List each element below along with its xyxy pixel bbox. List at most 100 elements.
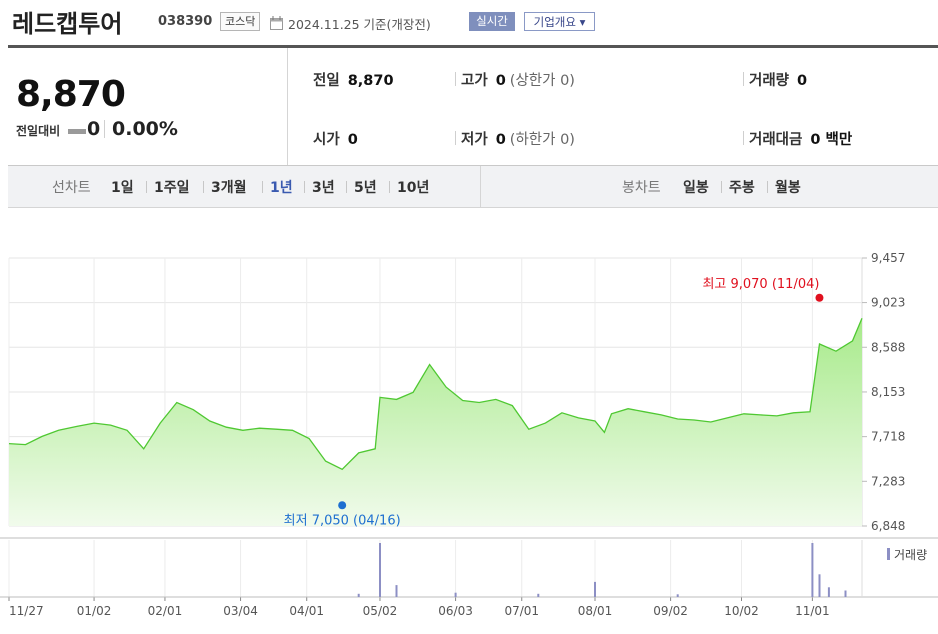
high-stat: 고가 0 (상한가 0)	[461, 69, 575, 90]
realtime-button[interactable]: 실시간	[469, 12, 515, 31]
open-label: 시가	[313, 132, 340, 148]
volume-bar	[676, 594, 679, 597]
volume-legend-label: 거래량	[894, 548, 927, 562]
tab-separator	[346, 181, 347, 193]
trade-amount-value: 0 백만	[810, 132, 853, 148]
prev-close-stat: 전일 8,870	[313, 69, 394, 90]
y-tick-label: 8,588	[871, 340, 905, 354]
volume-value: 0	[797, 73, 808, 89]
x-tick-label: 11/01	[795, 604, 830, 618]
high-value: 0	[495, 73, 506, 89]
max-label: 최고 9,070 (11/04)	[702, 277, 819, 292]
min-marker	[338, 501, 347, 510]
volume-stat: 거래량 0	[749, 69, 807, 90]
x-tick-label: 06/03	[438, 604, 473, 618]
stock-header: 레드캡투어 038390 코스닥 2024.11.25 기준(개장전) 실시간 …	[0, 0, 938, 48]
chart-period-tabs: 선차트 1일 1주일 3개월 1년 3년 5년 10년 봉차트 일봉 주봉 월봉	[8, 166, 938, 208]
no-change-icon	[68, 129, 86, 134]
volume-bar	[844, 590, 847, 597]
volume-bar	[537, 593, 540, 597]
tab-separator	[721, 181, 722, 193]
max-marker	[815, 293, 824, 302]
x-tick-label: 05/02	[363, 604, 398, 618]
tab-candle-monthly[interactable]: 월봉	[775, 180, 801, 196]
volume-legend-swatch	[887, 548, 890, 560]
x-tick-label: 07/01	[504, 604, 539, 618]
y-tick-label: 9,023	[871, 296, 905, 310]
x-tick-label: 03/04	[223, 604, 258, 618]
current-price-box: 8,870 전일대비 0 0.00%	[8, 48, 288, 165]
open-stat: 시가 0	[313, 128, 358, 149]
high-label: 고가	[461, 73, 488, 89]
y-tick-label: 8,153	[871, 385, 905, 399]
y-tick-label: 6,848	[871, 519, 905, 533]
tab-separator	[767, 181, 768, 193]
tab-separator	[389, 181, 390, 193]
tab-period-3m[interactable]: 3개월	[211, 180, 247, 196]
tab-separator	[262, 181, 263, 193]
candle-chart-label: 봉차트	[622, 180, 661, 196]
stock-code: 038390	[158, 14, 213, 29]
low-stat: 저가 0 (하한가 0)	[461, 128, 575, 149]
market-badge: 코스닥	[220, 12, 261, 31]
stat-separator	[743, 72, 744, 86]
volume-bar	[454, 592, 457, 597]
stock-name: 레드캡투어	[12, 10, 123, 38]
tab-candle-daily[interactable]: 일봉	[683, 180, 709, 196]
change-separator	[104, 120, 105, 138]
volume-bar	[379, 543, 381, 597]
price-chart: 최고 9,070 (11/04) 최저 7,050 (04/16) 9,457 9,…	[0, 251, 938, 618]
y-tick-label: 9,457	[871, 251, 905, 265]
tab-period-5y[interactable]: 5년	[354, 180, 377, 196]
price-line	[8, 318, 863, 471]
volume-bar	[827, 587, 830, 597]
change-percent: 0.00%	[112, 118, 178, 140]
volume-bar	[594, 581, 596, 597]
company-overview-button[interactable]: 기업개요 ▾	[524, 12, 595, 31]
tab-period-1d[interactable]: 1일	[111, 180, 134, 196]
x-tick-label: 02/01	[148, 604, 183, 618]
tab-period-3y[interactable]: 3년	[312, 180, 335, 196]
y-tick-label: 7,283	[871, 474, 905, 488]
tab-separator	[203, 181, 204, 193]
tab-period-1y[interactable]: 1년	[270, 180, 293, 196]
open-value: 0	[347, 132, 358, 148]
tab-separator	[304, 181, 305, 193]
x-tick-label: 04/01	[289, 604, 324, 618]
change-label: 전일대비	[16, 124, 61, 138]
x-tick-label: 08/01	[578, 604, 613, 618]
lower-limit: (하한가 0)	[509, 132, 575, 148]
tab-separator	[146, 181, 147, 193]
tabs-divider	[480, 166, 481, 207]
stat-separator	[743, 131, 744, 145]
trade-amount-label: 거래대금	[749, 132, 803, 148]
volume-bar	[811, 543, 814, 597]
prev-close-label: 전일	[313, 73, 340, 89]
tab-candle-weekly[interactable]: 주봉	[729, 180, 755, 196]
volume-label: 거래량	[749, 73, 790, 89]
x-tick-label: 01/02	[77, 604, 112, 618]
upper-limit: (상한가 0)	[509, 73, 575, 89]
low-value: 0	[495, 132, 506, 148]
prev-close-value: 8,870	[347, 73, 394, 89]
trade-amount-stat: 거래대금 0 백만	[749, 128, 852, 149]
stat-separator	[455, 72, 456, 86]
x-tick-label: 11/27	[9, 604, 44, 618]
tab-period-10y[interactable]: 10년	[397, 180, 430, 196]
x-tick-label: 10/02	[724, 604, 759, 618]
volume-bar	[818, 574, 821, 597]
volume-bar	[357, 593, 360, 597]
header-divider	[8, 45, 938, 48]
tab-period-1w[interactable]: 1주일	[154, 180, 190, 196]
y-tick-label: 7,718	[871, 430, 905, 444]
calendar-icon	[270, 15, 283, 34]
volume-bar	[395, 585, 398, 597]
line-chart-label: 선차트	[52, 180, 91, 196]
price-summary: 8,870 전일대비 0 0.00% 전일 8,870 고가 0 (상한가 0) 거래…	[8, 48, 938, 166]
as-of-date: 2024.11.25 기준(개장전)	[288, 17, 431, 32]
current-price: 8,870	[16, 74, 126, 115]
change-value: 0	[87, 118, 101, 140]
min-label: 최저 7,050 (04/16)	[284, 513, 401, 528]
low-label: 저가	[461, 132, 488, 148]
x-tick-label: 09/02	[653, 604, 688, 618]
